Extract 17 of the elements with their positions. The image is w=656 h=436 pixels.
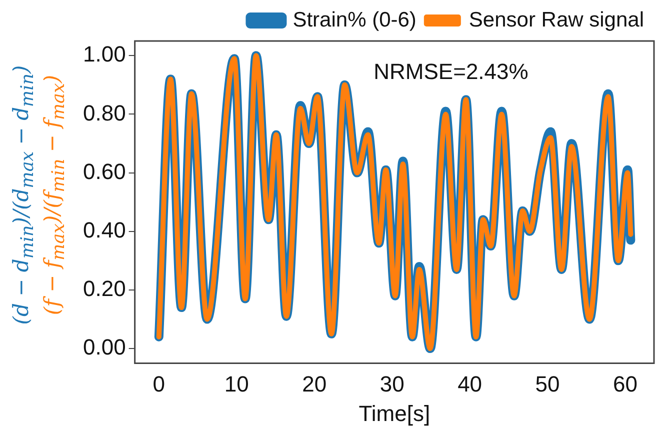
y-tick-label: 0.20	[82, 276, 126, 302]
y-tick-label: 1.00	[82, 42, 126, 67]
annotation: NRMSE=2.43%	[374, 59, 528, 84]
y-tick-label: 0.80	[82, 100, 126, 126]
legend-label: Sensor Raw signal	[468, 8, 644, 32]
x-tick-label: 60	[613, 371, 638, 396]
y-tick-label: 0.00	[82, 334, 126, 360]
y-tick-label: 0.40	[82, 217, 126, 242]
x-axis-title: Time[s]	[358, 400, 430, 426]
x-tick-label: 50	[535, 371, 560, 396]
x-tick-label: 40	[458, 371, 482, 396]
x-tick-label: 30	[380, 371, 404, 396]
legend-label: Strain% (0-6)	[292, 8, 416, 32]
x-tick-label: 10	[224, 371, 249, 396]
x-tick-label: 20	[302, 371, 327, 396]
x-tick-label: 0	[152, 371, 166, 396]
y-tick-label: 0.60	[82, 158, 126, 184]
